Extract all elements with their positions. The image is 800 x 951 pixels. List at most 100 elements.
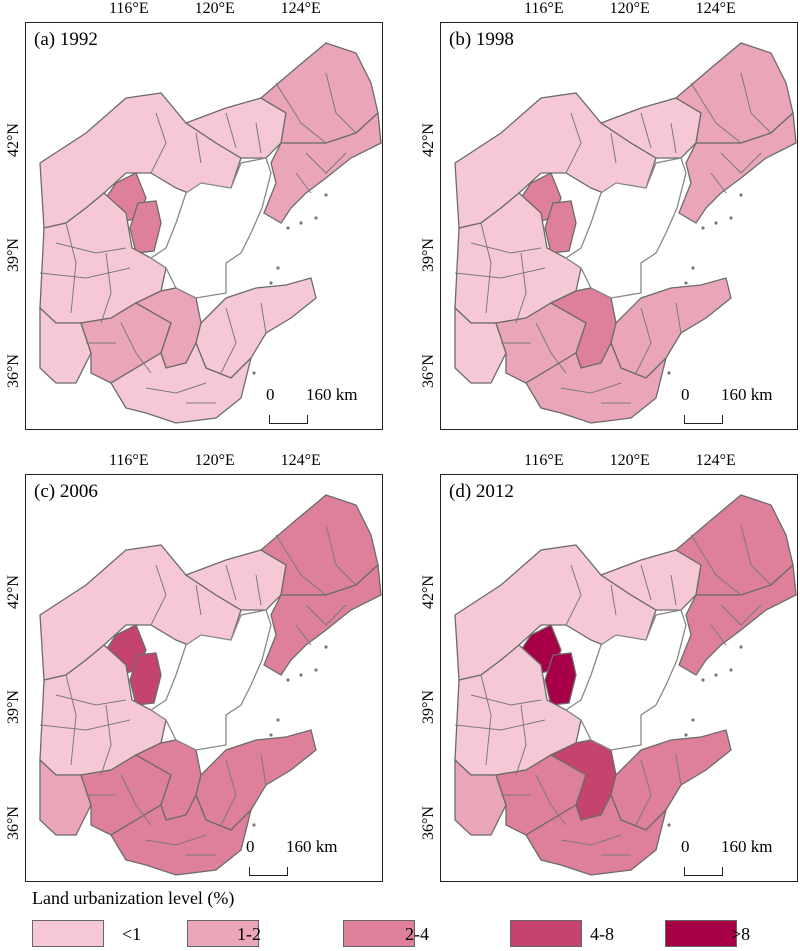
admin-boundary: [120, 322, 152, 374]
region-hebei-south: [39, 758, 92, 836]
scale-bar-line: [249, 867, 288, 876]
latitude-tick-label: 42°N: [5, 123, 22, 158]
longitude-tick-label: 120°E: [194, 0, 235, 17]
longitude-tick-label: 124°E: [280, 0, 321, 17]
region-bohai: [149, 157, 272, 299]
longitude-tick-label: 116°E: [524, 0, 564, 17]
legend-label: 4-8: [590, 924, 614, 944]
island: [701, 678, 705, 682]
island: [729, 668, 733, 672]
admin-boundary: [675, 302, 682, 334]
scale-distance-label: 160 km: [721, 837, 773, 856]
island: [276, 266, 280, 270]
region-hebei-south: [454, 758, 507, 836]
region-liaodong: [678, 563, 797, 676]
admin-boundary: [150, 112, 167, 174]
latitude-tick-label: 36°N: [420, 805, 437, 840]
admin-boundary: [635, 307, 652, 374]
admin-boundary: [470, 694, 542, 706]
longitude-tick-label: 120°E: [609, 0, 650, 17]
island: [729, 216, 733, 220]
region-hebei-south: [454, 306, 507, 384]
admin-boundary: [560, 382, 622, 394]
scale-bar-line: [684, 867, 723, 876]
legend-swatch: [510, 920, 582, 947]
legend-label: 2-4: [405, 924, 429, 944]
legend-swatch: [343, 920, 415, 947]
island: [286, 226, 290, 230]
admin-boundary: [710, 624, 727, 646]
longitude-tick-label: 116°E: [109, 452, 149, 469]
legend-swatch: [32, 920, 104, 947]
admin-boundary: [295, 624, 312, 646]
scale-bar-line: [684, 415, 723, 424]
scale-zero-label: 0: [681, 385, 690, 404]
longitude-tick-label: 116°E: [109, 0, 149, 17]
admin-boundary: [720, 604, 762, 626]
admin-boundary: [260, 754, 267, 786]
map-frame: (d) 2012 0 160 km: [440, 474, 798, 882]
latitude-tick-label: 39°N: [5, 237, 22, 272]
admin-boundary: [225, 564, 237, 601]
region-bohai: [149, 609, 272, 751]
legend-title: Land urbanization level (%): [32, 888, 235, 908]
admin-boundary: [515, 704, 527, 776]
admin-boundary: [515, 252, 527, 324]
admin-boundary: [670, 122, 677, 154]
map-frame: (b) 1998 0 160 km: [440, 22, 798, 430]
longitude-tick-label: 116°E: [524, 452, 564, 469]
admin-boundary: [690, 82, 742, 144]
latitude-tick-label: 39°N: [5, 689, 22, 724]
admin-boundary: [640, 564, 652, 601]
latitude-tick-label: 36°N: [420, 353, 437, 388]
admin-boundary: [565, 564, 582, 626]
admin-boundary: [610, 132, 617, 164]
choropleth-map: [454, 42, 797, 424]
admin-boundary: [710, 172, 727, 194]
island: [269, 281, 273, 285]
admin-boundary: [635, 759, 652, 826]
admin-boundary: [675, 754, 682, 786]
island: [252, 371, 256, 375]
longitude-tick-label: 124°E: [280, 452, 321, 469]
scale-distance-label: 160 km: [306, 385, 358, 404]
admin-boundary: [275, 82, 327, 144]
island: [314, 216, 318, 220]
island: [714, 221, 718, 225]
legend-swatch: [187, 920, 259, 947]
island: [299, 221, 303, 225]
admin-boundary: [480, 674, 492, 766]
admin-boundary: [470, 242, 542, 254]
admin-boundary: [305, 604, 347, 626]
island: [324, 645, 328, 649]
map-frame: (a) 1992 0 160 km: [25, 22, 383, 430]
map-frame: (c) 2006 0 160 km: [25, 474, 383, 882]
admin-boundary: [55, 694, 127, 706]
island: [739, 193, 743, 197]
admin-boundary: [150, 564, 167, 626]
latitude-tick-label: 42°N: [420, 575, 437, 610]
scale-distance-label: 160 km: [721, 385, 773, 404]
admin-boundary: [120, 774, 152, 826]
island: [269, 733, 273, 737]
region-tianjin: [544, 652, 577, 706]
admin-boundary: [100, 252, 112, 324]
admin-boundary: [610, 584, 617, 616]
island: [691, 718, 695, 722]
island: [684, 281, 688, 285]
island: [701, 226, 705, 230]
choropleth-map: [454, 494, 797, 876]
panel-title: (c) 2006: [34, 481, 98, 502]
panel-title: (d) 2012: [449, 481, 514, 502]
latitude-tick-label: 36°N: [5, 805, 22, 840]
admin-boundary: [640, 112, 652, 149]
region-tianjin: [129, 200, 162, 254]
admin-boundary: [275, 534, 327, 596]
legend-label: >8: [731, 924, 751, 944]
region-bohai: [564, 609, 687, 751]
admin-boundary: [720, 152, 762, 174]
admin-boundary: [560, 834, 622, 846]
island: [276, 718, 280, 722]
admin-boundary: [565, 112, 582, 174]
admin-boundary: [535, 322, 567, 374]
